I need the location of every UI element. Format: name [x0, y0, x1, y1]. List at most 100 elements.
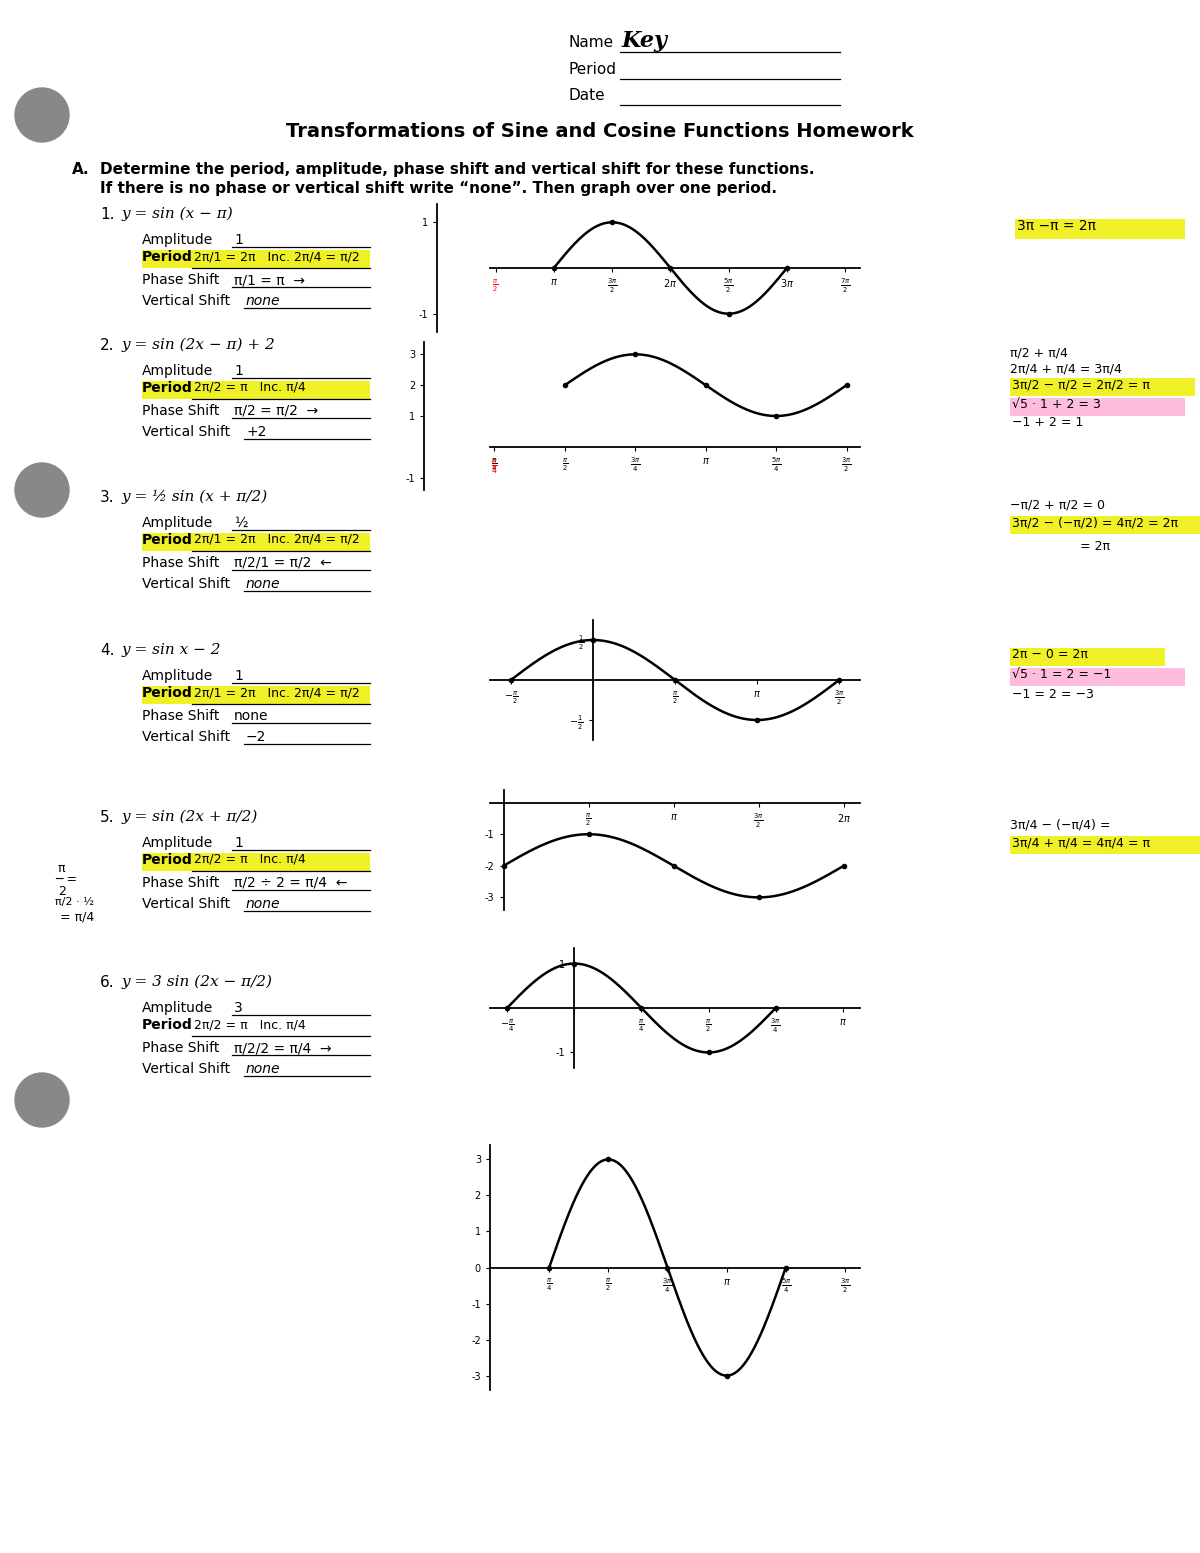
Text: Phase Shift: Phase Shift	[142, 404, 220, 418]
Text: ─ =: ─ =	[55, 873, 77, 887]
Text: Amplitude: Amplitude	[142, 363, 214, 377]
Text: Vertical Shift: Vertical Shift	[142, 578, 230, 592]
Text: −1 = 2 = −3: −1 = 2 = −3	[1012, 688, 1094, 700]
Text: Determine the period, amplitude, phase shift and vertical shift for these functi: Determine the period, amplitude, phase s…	[100, 162, 815, 177]
Text: $\frac{\pi}{4}$: $\frac{\pi}{4}$	[491, 458, 498, 477]
Text: +2: +2	[246, 426, 266, 439]
Text: 4.: 4.	[100, 643, 114, 658]
Text: π/2 + π/4: π/2 + π/4	[1010, 346, 1068, 359]
Text: y = 3 sin (2x − π/2): y = 3 sin (2x − π/2)	[122, 975, 274, 989]
Text: y = sin (x − π): y = sin (x − π)	[122, 207, 234, 222]
Bar	[1010, 398, 1186, 416]
Text: 2.: 2.	[100, 339, 114, 353]
Text: 1.: 1.	[100, 207, 114, 222]
Text: y = sin (2x − π) + 2: y = sin (2x − π) + 2	[122, 339, 276, 353]
Text: Period: Period	[142, 533, 193, 547]
Text: Period: Period	[142, 853, 193, 867]
Text: 2π/2 = π   Inc. π/4: 2π/2 = π Inc. π/4	[194, 380, 306, 394]
Text: 2π/1 = 2π   Inc. 2π/4 = π/2: 2π/1 = 2π Inc. 2π/4 = π/2	[194, 686, 360, 699]
Text: 2π/1 = 2π   Inc. 2π/4 = π/2: 2π/1 = 2π Inc. 2π/4 = π/2	[194, 533, 360, 547]
Text: π/2 = π/2  →: π/2 = π/2 →	[234, 404, 318, 418]
Text: Amplitude: Amplitude	[142, 516, 214, 530]
Bar	[1010, 668, 1186, 686]
Text: 3: 3	[234, 1002, 242, 1016]
Text: √5 · 1 + 2 = 3: √5 · 1 + 2 = 3	[1012, 398, 1100, 412]
Text: 2π/1 = 2π   Inc. 2π/4 = π/2: 2π/1 = 2π Inc. 2π/4 = π/2	[194, 250, 360, 262]
Text: π/2 · ½: π/2 · ½	[55, 898, 94, 907]
Text: Phase Shift: Phase Shift	[142, 710, 220, 724]
Text: 3.: 3.	[100, 491, 115, 505]
Text: ½: ½	[234, 516, 247, 530]
Text: Amplitude: Amplitude	[142, 836, 214, 849]
Text: 2π − 0 = 2π: 2π − 0 = 2π	[1012, 648, 1088, 662]
Text: none: none	[246, 1062, 281, 1076]
Text: Vertical Shift: Vertical Shift	[142, 294, 230, 307]
Text: = π/4: = π/4	[60, 910, 95, 922]
Text: Amplitude: Amplitude	[142, 669, 214, 683]
Text: 3π/4 + π/4 = 4π/4 = π: 3π/4 + π/4 = 4π/4 = π	[1012, 836, 1150, 849]
Text: 3π/2 − π/2 = 2π/2 = π: 3π/2 − π/2 = 2π/2 = π	[1012, 377, 1150, 391]
Circle shape	[14, 463, 70, 517]
Text: 2π/2 = π   Inc. π/4: 2π/2 = π Inc. π/4	[194, 1019, 306, 1031]
Circle shape	[14, 1073, 70, 1127]
Text: π/2/2 = π/4  →: π/2/2 = π/4 →	[234, 1041, 331, 1054]
Text: Name: Name	[568, 36, 613, 50]
Text: 6.: 6.	[100, 975, 115, 989]
Bar	[1010, 377, 1195, 396]
Text: Period: Period	[142, 1019, 193, 1033]
Text: −2: −2	[246, 730, 266, 744]
Text: none: none	[246, 294, 281, 307]
Text: = 2π: = 2π	[1080, 540, 1110, 553]
Text: 5.: 5.	[100, 811, 114, 825]
Text: Period: Period	[142, 686, 193, 700]
Text: 1: 1	[234, 669, 242, 683]
Text: Key: Key	[622, 30, 668, 51]
Text: Period: Period	[142, 380, 193, 394]
Text: y = sin x − 2: y = sin x − 2	[122, 643, 222, 657]
Text: √5 · 1 = 2 = −1: √5 · 1 = 2 = −1	[1012, 668, 1111, 682]
Text: 1: 1	[234, 836, 242, 849]
Bar	[1010, 836, 1200, 854]
Text: Transformations of Sine and Cosine Functions Homework: Transformations of Sine and Cosine Funct…	[286, 123, 914, 141]
Bar	[142, 380, 370, 399]
Bar	[1010, 516, 1200, 534]
Text: 2π/4 + π/4 = 3π/4: 2π/4 + π/4 = 3π/4	[1010, 362, 1122, 374]
Text: A.: A.	[72, 162, 90, 177]
Text: 2: 2	[58, 885, 66, 898]
Bar	[1015, 219, 1186, 239]
Text: 1: 1	[234, 233, 242, 247]
Text: π/2 ÷ 2 = π/4  ←: π/2 ÷ 2 = π/4 ←	[234, 876, 347, 890]
Text: −π/2 + π/2 = 0: −π/2 + π/2 = 0	[1010, 499, 1105, 511]
Text: Phase Shift: Phase Shift	[142, 1041, 220, 1054]
Bar	[142, 250, 370, 269]
Text: −1 + 2 = 1: −1 + 2 = 1	[1012, 416, 1084, 429]
Text: none: none	[246, 578, 281, 592]
Text: none: none	[234, 710, 269, 724]
Text: 2π/2 = π   Inc. π/4: 2π/2 = π Inc. π/4	[194, 853, 306, 867]
Text: Phase Shift: Phase Shift	[142, 556, 220, 570]
Text: π: π	[58, 862, 66, 874]
Text: 3π/2 − (−π/2) = 4π/2 = 2π: 3π/2 − (−π/2) = 4π/2 = 2π	[1012, 516, 1178, 530]
Circle shape	[14, 89, 70, 141]
Text: Vertical Shift: Vertical Shift	[142, 730, 230, 744]
Text: 3π −π = 2π: 3π −π = 2π	[1018, 219, 1096, 233]
Bar	[142, 853, 370, 871]
Text: Vertical Shift: Vertical Shift	[142, 898, 230, 912]
Text: π/2/1 = π/2  ←: π/2/1 = π/2 ←	[234, 556, 331, 570]
Text: Period: Period	[142, 250, 193, 264]
Text: y = ½ sin (x + π/2): y = ½ sin (x + π/2)	[122, 491, 269, 505]
Text: Amplitude: Amplitude	[142, 233, 214, 247]
Text: If there is no phase or vertical shift write “none”. Then graph over one period.: If there is no phase or vertical shift w…	[100, 182, 778, 196]
Text: Date: Date	[568, 89, 605, 102]
Text: Amplitude: Amplitude	[142, 1002, 214, 1016]
Text: Phase Shift: Phase Shift	[142, 273, 220, 287]
Text: Vertical Shift: Vertical Shift	[142, 426, 230, 439]
Text: π/1 = π  →: π/1 = π →	[234, 273, 305, 287]
Bar	[142, 533, 370, 551]
Text: Period: Period	[568, 62, 616, 78]
Text: y = sin (2x + π/2): y = sin (2x + π/2)	[122, 811, 258, 825]
Text: none: none	[246, 898, 281, 912]
Text: Phase Shift: Phase Shift	[142, 876, 220, 890]
Bar	[142, 686, 370, 704]
Text: 3π/4 − (−π/4) =: 3π/4 − (−π/4) =	[1010, 818, 1110, 831]
